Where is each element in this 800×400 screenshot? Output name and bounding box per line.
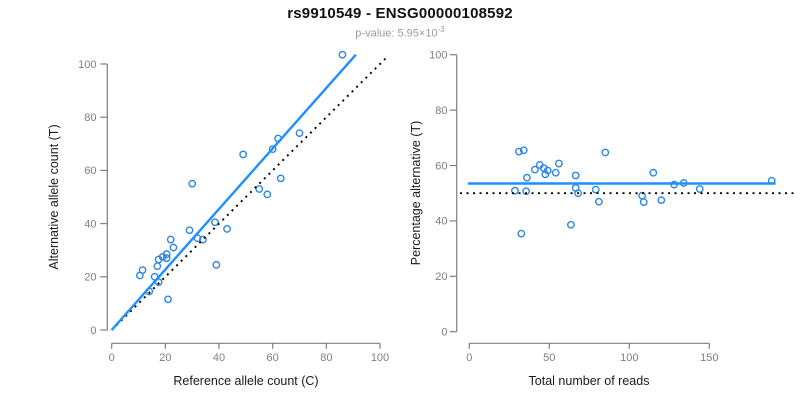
x-tick-label: 50 bbox=[543, 352, 555, 364]
data-point bbox=[601, 148, 610, 157]
x-tick-label: 0 bbox=[466, 352, 472, 364]
identity-line bbox=[111, 56, 388, 331]
data-point bbox=[223, 225, 231, 233]
data-point bbox=[239, 150, 248, 159]
data-point bbox=[211, 218, 219, 227]
pvalue-exponent: -3 bbox=[437, 25, 445, 34]
x-tick-label: 60 bbox=[267, 352, 279, 364]
y-tick-label: 60 bbox=[435, 160, 447, 172]
y-tick-label: 20 bbox=[84, 272, 96, 284]
y-tick-label: 60 bbox=[84, 165, 96, 177]
right-yaxis-title: Percentage alternative (T) bbox=[409, 120, 423, 266]
left-panel: 0 20 40 60 80 100 0 20 40 60 80 100 bbox=[78, 50, 389, 364]
x-tick-label: 100 bbox=[371, 352, 389, 364]
figure-subtitle: p-value: 5.95×10-3 bbox=[0, 25, 800, 40]
data-point bbox=[595, 197, 603, 206]
data-point bbox=[268, 145, 277, 154]
right-panel: 0 20 40 60 80 100 0 50 100 150 bbox=[429, 50, 795, 364]
data-point bbox=[255, 185, 264, 193]
data-point bbox=[212, 260, 221, 269]
x-tick-label: 40 bbox=[213, 352, 225, 364]
y-tick-label: 80 bbox=[435, 105, 447, 117]
y-tick-label: 80 bbox=[84, 112, 96, 124]
figure-title: rs9910549 - ENSG00000108592 bbox=[287, 5, 513, 22]
data-point bbox=[649, 168, 658, 177]
y-tick-label: 40 bbox=[84, 218, 96, 230]
data-point bbox=[522, 187, 530, 196]
data-point bbox=[591, 185, 600, 194]
data-point bbox=[188, 179, 197, 188]
left-yaxis-title: Alternative allele count (T) bbox=[47, 124, 61, 270]
data-point bbox=[338, 50, 347, 59]
data-point bbox=[135, 271, 144, 280]
data-point bbox=[535, 161, 544, 169]
data-point bbox=[517, 229, 526, 238]
data-point bbox=[166, 235, 175, 244]
data-point bbox=[567, 220, 575, 229]
data-point bbox=[162, 254, 171, 263]
data-point bbox=[276, 174, 285, 183]
y-tick-label: 0 bbox=[90, 325, 96, 337]
data-point bbox=[295, 129, 304, 138]
data-point bbox=[515, 147, 523, 156]
y-tick-label: 20 bbox=[435, 271, 447, 283]
x-tick-label: 20 bbox=[159, 352, 171, 364]
data-point bbox=[519, 146, 528, 155]
data-point bbox=[511, 186, 519, 195]
data-point bbox=[169, 243, 178, 252]
data-point bbox=[185, 226, 194, 235]
data-point bbox=[571, 184, 580, 192]
data-point bbox=[263, 190, 272, 199]
y-tick-label: 100 bbox=[429, 50, 447, 62]
right-xaxis-title: Total number of reads bbox=[528, 374, 650, 388]
data-point bbox=[571, 171, 580, 180]
data-point bbox=[164, 295, 172, 304]
y-tick-label: 100 bbox=[78, 59, 96, 71]
data-point bbox=[153, 262, 162, 271]
left-xaxis-title: Reference allele count (C) bbox=[173, 374, 319, 388]
data-point bbox=[695, 185, 704, 193]
data-point bbox=[541, 170, 550, 179]
y-tick-label: 0 bbox=[441, 327, 447, 339]
pvalue-text: p-value: 5.95×10 bbox=[355, 27, 438, 40]
y-tick-label: 40 bbox=[435, 216, 447, 228]
data-point bbox=[531, 165, 539, 174]
regression-line bbox=[110, 53, 357, 331]
x-tick-label: 150 bbox=[700, 352, 718, 364]
data-point bbox=[523, 173, 531, 182]
x-tick-label: 0 bbox=[109, 352, 115, 364]
data-point bbox=[639, 198, 648, 206]
x-tick-label: 100 bbox=[620, 352, 638, 364]
data-point bbox=[555, 159, 563, 168]
x-tick-label: 80 bbox=[320, 352, 332, 364]
data-point bbox=[551, 168, 560, 177]
data-point bbox=[657, 196, 666, 205]
data-point bbox=[199, 235, 207, 244]
